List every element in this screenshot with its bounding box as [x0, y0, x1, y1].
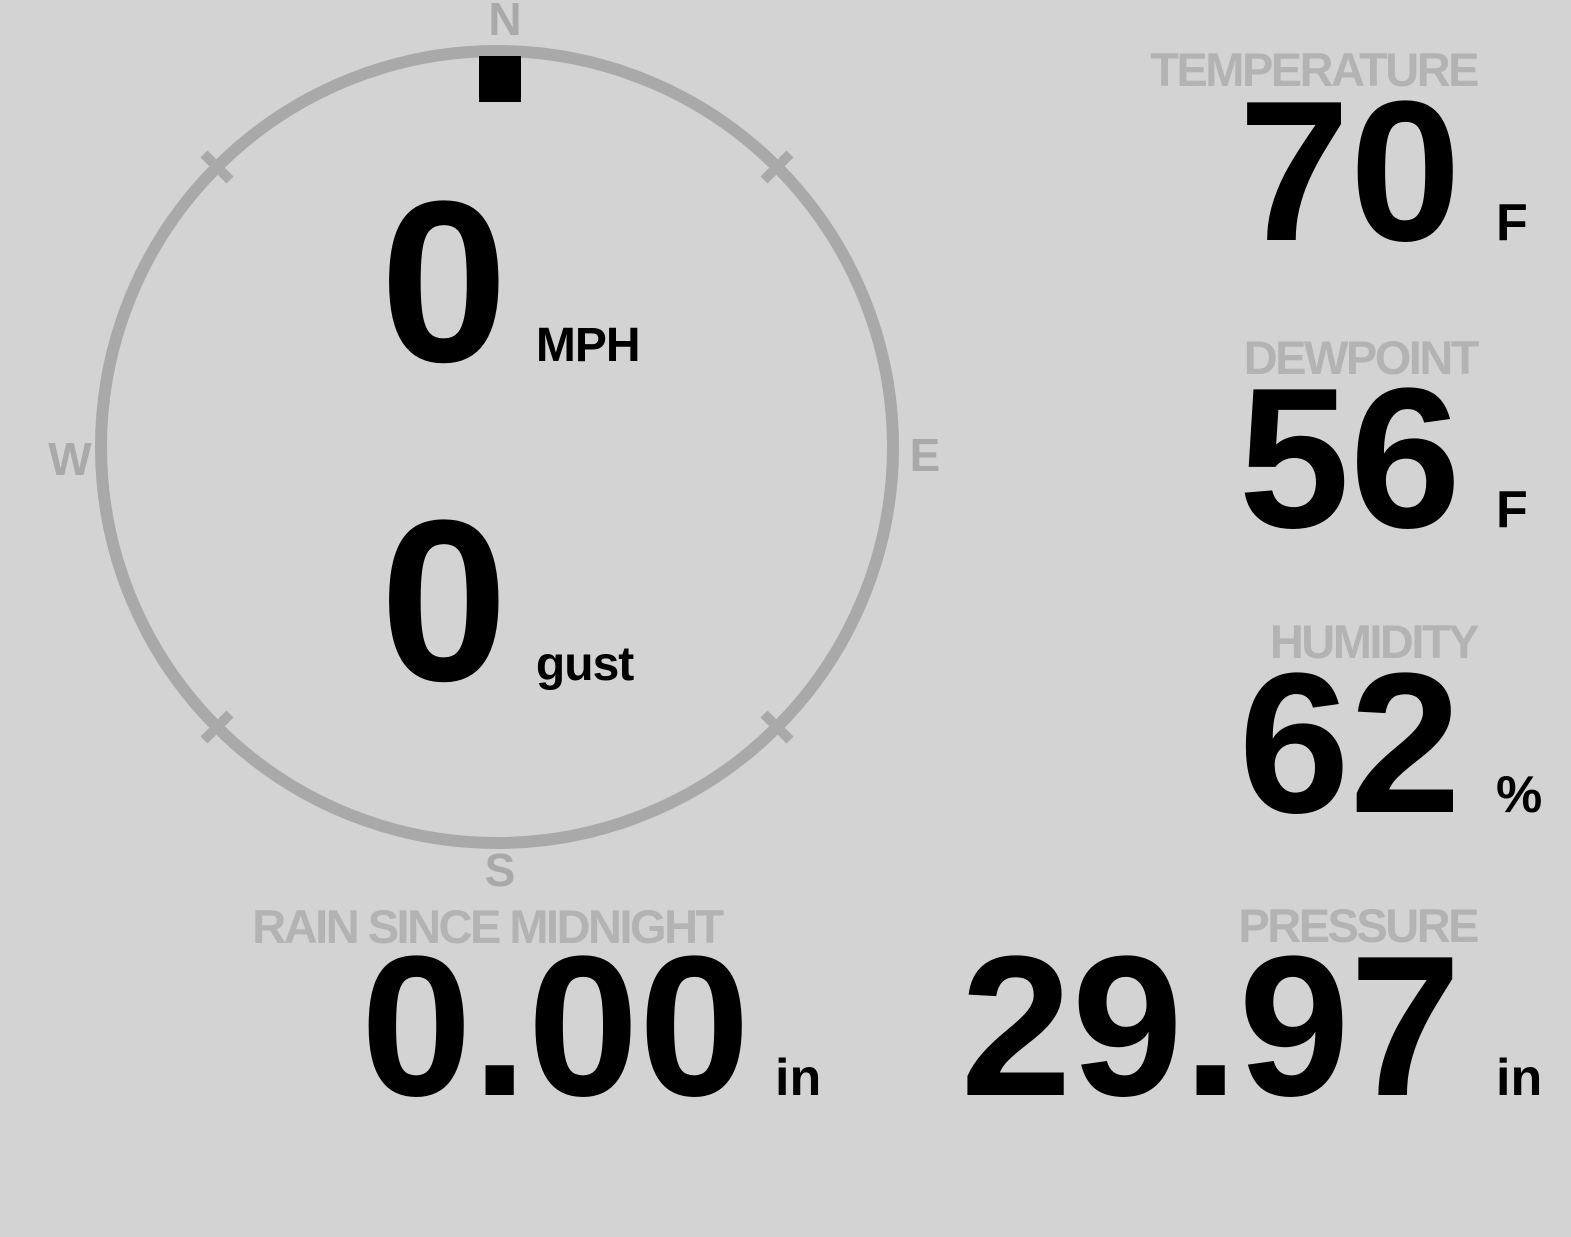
wind-gust-value: 0 — [380, 472, 508, 729]
wind-speed: 0 MPH — [380, 153, 641, 410]
dewpoint-value: 56 — [1238, 347, 1461, 570]
wind-direction-indicator — [479, 56, 521, 102]
wind-compass-ring — [95, 45, 899, 849]
dewpoint-unit: F — [1496, 481, 1528, 539]
compass-south-label: S — [484, 844, 516, 896]
wind-speed-unit: MPH — [535, 319, 641, 372]
pressure-value: 29.97 — [960, 915, 1462, 1138]
humidity-label: HUMIDITY — [1269, 615, 1480, 668]
dewpoint-label: DEWPOINT — [1243, 331, 1480, 384]
pressure-label: PRESSURE — [1238, 899, 1479, 952]
pressure-value-row: 29.97 in — [900, 927, 1571, 1127]
temperature-unit: F — [1496, 194, 1528, 252]
rain-value: 0.00 — [360, 915, 750, 1138]
compass-east-label: E — [909, 429, 941, 481]
wind-gust: 0 gust — [380, 472, 634, 729]
humidity-unit: % — [1496, 766, 1543, 824]
compass-west-label: W — [48, 433, 92, 485]
pressure-unit: in — [1496, 1049, 1543, 1107]
humidity-value-row: 62 % — [900, 644, 1571, 844]
rain-unit: in — [775, 1049, 822, 1107]
temperature-value: 70 — [1238, 60, 1461, 283]
humidity-value: 62 — [1238, 632, 1461, 855]
rain-value-row: 0.00 in — [0, 927, 835, 1127]
rain-label: RAIN SINCE MIDNIGHT — [252, 900, 724, 953]
wind-gust-unit: gust — [535, 638, 634, 691]
wind-speed-value: 0 — [380, 153, 508, 410]
temperature-label: TEMPERATURE — [1150, 43, 1479, 96]
compass-north-label: N — [488, 0, 522, 45]
temperature-value-row: 70 F — [900, 72, 1571, 272]
dewpoint-value-row: 56 F — [900, 359, 1571, 559]
